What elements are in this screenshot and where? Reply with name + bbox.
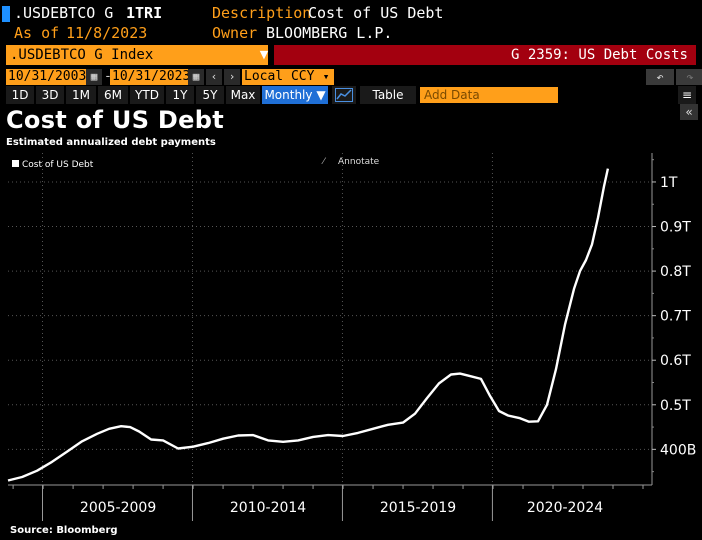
y-tick-label: 400B <box>660 442 696 458</box>
chevron-right-icon[interactable]: › <box>224 69 240 85</box>
period-1d[interactable]: 1D <box>6 86 34 104</box>
y-tick-label: 0.7T <box>660 309 691 325</box>
ticker-code: 1TRI <box>126 4 163 22</box>
chevron-left-icon[interactable]: ‹ <box>206 69 222 85</box>
security-bar: .USDEBTCO G Index ▼ G 2359: US Debt Cost… <box>6 45 696 65</box>
source-note: Source: Bloomberg <box>10 525 118 536</box>
asof-value: 11/8/2023 <box>66 24 148 42</box>
ticker-short[interactable]: .USDEBTCO G <box>14 4 114 22</box>
x-tick-label: 2020-2024 <box>527 500 603 516</box>
period-max[interactable]: Max <box>226 86 260 104</box>
period-3d[interactable]: 3D <box>36 86 64 104</box>
chart-title: Cost of US Debt <box>6 106 224 134</box>
description-label: Description <box>212 4 312 22</box>
series-line-cost-of-us-debt <box>7 168 610 482</box>
chevron-down-icon[interactable]: ▾ <box>318 69 334 85</box>
line-chart: Cost of US Debt ⁄ Annotate 400B 0.5T 0.6T 0… <box>7 153 696 521</box>
legend-entry: Cost of US Debt <box>22 160 94 170</box>
owner-value: BLOOMBERG L.P. <box>266 24 393 42</box>
line-chart-icon[interactable] <box>332 86 356 104</box>
legend-swatch <box>12 160 19 167</box>
header-row-2: As of 11/8/2023 Owner BLOOMBERG L.P. <box>0 24 702 44</box>
legend: Cost of US Debt <box>12 160 94 170</box>
x-tick-label: 2005-2009 <box>80 500 156 516</box>
pencil-icon: ⁄ <box>321 157 327 167</box>
y-tick-label: 1T <box>660 175 678 191</box>
options-icon[interactable]: ≡ <box>678 86 696 104</box>
undo-icon[interactable]: ↶ <box>646 69 674 85</box>
security-indicator <box>2 6 10 22</box>
annotate-label: Annotate <box>338 157 380 167</box>
period-row: 1D 3D 1M 6M YTD 1Y 5Y Max Monthly ▼ Tabl… <box>6 86 696 104</box>
header-row-1: .USDEBTCO G 1TRI Description Cost of US … <box>0 4 702 24</box>
chart-subtitle: Estimated annualized debt payments <box>6 137 216 148</box>
y-tick-label: 0.6T <box>660 353 691 369</box>
annotate-button[interactable]: ⁄ Annotate <box>321 157 380 167</box>
start-date-field[interactable]: 10/31/2003 <box>6 69 87 85</box>
y-tick-label: 0.5T <box>660 398 691 414</box>
calendar-icon[interactable]: ▦ <box>188 69 204 85</box>
x-tick-label: 2015-2019 <box>380 500 456 516</box>
period-ytd[interactable]: YTD <box>130 86 164 104</box>
redo-icon[interactable]: ↷ <box>676 69 702 85</box>
period-1y[interactable]: 1Y <box>166 86 194 104</box>
period-6m[interactable]: 6M <box>98 86 128 104</box>
ticker-full[interactable]: .USDEBTCO G Index <box>6 45 268 65</box>
period-1m[interactable]: 1M <box>66 86 96 104</box>
y-tick-label: 0.8T <box>660 264 691 280</box>
calendar-icon[interactable]: ▦ <box>86 69 102 85</box>
end-date-field[interactable]: 10/31/2023 <box>110 69 191 85</box>
y-tick-label: 0.9T <box>660 220 691 236</box>
asof-label: As of <box>14 24 60 42</box>
period-5y[interactable]: 5Y <box>196 86 224 104</box>
frequency-select[interactable]: Monthly ▼ <box>262 86 328 104</box>
function-label: G 2359: US Debt Costs <box>274 45 696 65</box>
date-separator: - <box>104 69 112 84</box>
date-row: 10/31/2003 ▦ - 10/31/2023 ▦ ‹ › Local CC… <box>6 69 702 87</box>
currency-select[interactable]: Local CCY <box>242 69 318 85</box>
caret-down-icon: ▼ <box>316 88 326 102</box>
description-value: Cost of US Debt <box>308 4 444 22</box>
x-tick-label: 2010-2014 <box>230 500 306 516</box>
collapse-icon[interactable]: « <box>680 104 698 120</box>
frequency-label: Monthly <box>264 88 313 102</box>
add-data-field[interactable]: Add Data <box>420 87 558 103</box>
owner-label: Owner <box>212 24 258 42</box>
ticker-dropdown-icon[interactable]: ▼ <box>259 48 269 61</box>
table-button[interactable]: Table <box>360 86 416 104</box>
